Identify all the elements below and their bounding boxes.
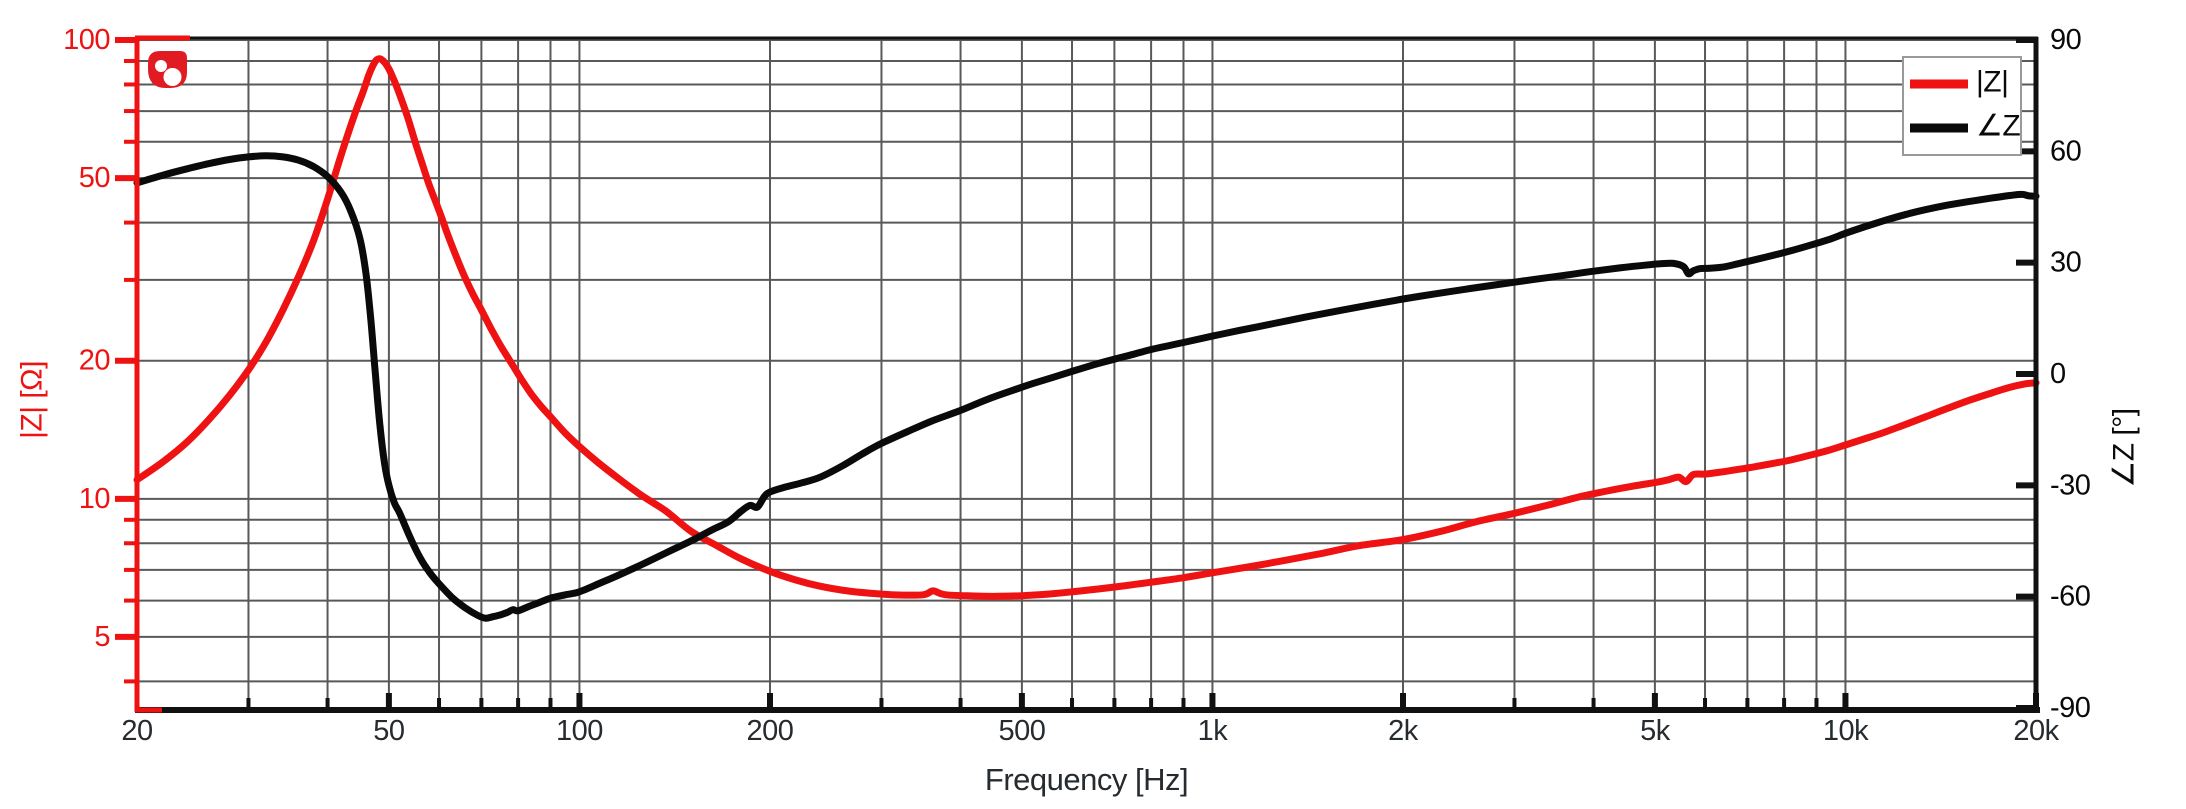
- x-tick-label: 5k: [1640, 715, 1671, 747]
- y-right-tick-label: -60: [2050, 581, 2090, 613]
- x-axis-title: Frequency [Hz]: [985, 762, 1188, 797]
- x-tick-label: 200: [747, 715, 794, 747]
- legend: |Z| ∠Z: [1902, 56, 2022, 156]
- x-tick-label: 10k: [1823, 715, 1869, 747]
- y-left-tick-label: 5: [94, 621, 110, 653]
- logo-dot-small: [155, 60, 167, 72]
- y-right-axis-title: ∠Z [°]: [2108, 408, 2141, 487]
- x-tick-label: 20k: [2013, 715, 2059, 747]
- legend-label: |Z|: [1976, 66, 2008, 99]
- x-tick-label: 20: [121, 715, 152, 747]
- x-tick-label: 100: [556, 715, 603, 747]
- impedance-magnitude-curve: [133, 55, 2040, 600]
- y-right-tick-label: 0: [2050, 358, 2066, 390]
- legend-label: ∠Z: [1976, 110, 2020, 143]
- y-right-tick-label: 30: [2050, 247, 2081, 279]
- x-tick-label: 500: [998, 715, 1045, 747]
- axis-titles: |Z| [Ω] ∠Z [°] Frequency [Hz]: [16, 361, 2141, 797]
- ticks: 5 10 20 50 100 20 50 100 200 500 1k 2k 5k 10k 20k 90 60 3…: [63, 24, 2091, 747]
- y-left-axis-title: |Z| [Ω]: [16, 361, 49, 439]
- grid: [137, 39, 2036, 708]
- y-left-tick-label: 100: [63, 24, 110, 56]
- x-tick-label: 50: [373, 715, 404, 747]
- y-left-tick-label: 20: [79, 345, 110, 377]
- x-tick-label: 2k: [1388, 715, 1419, 747]
- curves: [133, 55, 2040, 622]
- y-left-tick-label: 50: [79, 162, 110, 194]
- y-left-tick-label: 10: [79, 483, 110, 515]
- y-right-tick-label: -90: [2050, 692, 2090, 724]
- logo-icon: [148, 51, 187, 88]
- y-right-tick-label: -30: [2050, 469, 2090, 501]
- y-right-tick-label: 60: [2050, 135, 2081, 167]
- legend-box: [1902, 56, 2022, 156]
- y-right-tick-label: 90: [2050, 24, 2081, 56]
- x-tick-label: 1k: [1198, 715, 1229, 747]
- impedance-phase-curve: [133, 152, 2040, 622]
- logo-dot-large: [163, 68, 182, 86]
